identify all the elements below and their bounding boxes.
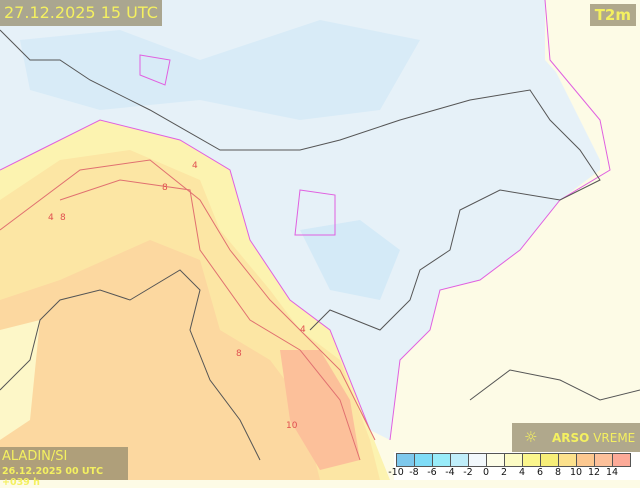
coast-warm <box>280 350 360 470</box>
model-name: ALADIN/SI <box>2 449 68 464</box>
contour-label: 4 <box>192 161 198 171</box>
legend-tick-label: 10 <box>569 467 583 478</box>
country-border <box>469 369 640 401</box>
parameter-label: T2m <box>589 4 636 26</box>
contour-label: 4 <box>48 213 54 223</box>
legend-swatch <box>612 453 631 467</box>
coastline <box>0 269 261 461</box>
legend-tick-label: 6 <box>536 467 544 478</box>
contour-label: 10 <box>286 421 298 431</box>
isotherm-4 <box>0 159 376 441</box>
arso-logo: ☼ ARSO VREME <box>512 423 640 453</box>
brand-bold: ARSO <box>552 431 590 445</box>
isotherm-blob <box>139 54 171 86</box>
legend-swatch <box>522 453 541 467</box>
arso-sun-icon: ☼ <box>524 428 538 446</box>
legend-swatch <box>414 453 433 467</box>
contour-label: 8 <box>236 349 242 359</box>
legend-swatch <box>468 453 487 467</box>
legend-swatch <box>594 453 613 467</box>
legend-swatch <box>558 453 577 467</box>
legend-tick-label: 12 <box>587 467 601 478</box>
legend-tick-label: 4 <box>518 467 526 478</box>
isotherm-8 <box>59 179 361 461</box>
legend-tick-label: -6 <box>427 467 437 478</box>
model-run: 26.12.2025 00 UTC +039 h <box>2 466 104 488</box>
country-border <box>0 29 601 331</box>
legend-swatch <box>576 453 595 467</box>
legend-tick-label: 2 <box>500 467 508 478</box>
legend-tick-label: 8 <box>554 467 562 478</box>
color-legend: -10 -8 -6 -4 -2 0 2 4 6 8 10 12 14 <box>388 452 640 480</box>
legend-swatch <box>540 453 559 467</box>
legend-swatch <box>432 453 451 467</box>
contour-label: 8 <box>162 183 168 193</box>
legend-tick-label: -2 <box>463 467 473 478</box>
legend-tick-label: 14 <box>605 467 619 478</box>
contour-label: 8 <box>60 213 66 223</box>
isotherm-0 <box>389 0 611 441</box>
model-info: ALADIN/SI 26.12.2025 00 UTC +039 h <box>0 447 128 488</box>
legend-tick-label: 0 <box>482 467 490 478</box>
land-west <box>0 320 40 440</box>
legend-tick-label: -8 <box>409 467 419 478</box>
brand-light: VREME <box>593 431 636 445</box>
legend-swatch <box>486 453 505 467</box>
legend-tick-label: -10 <box>388 467 404 478</box>
cold-patches <box>300 220 400 300</box>
legend-swatch <box>504 453 523 467</box>
legend-swatch <box>396 453 415 467</box>
isotherm-blob <box>294 189 336 236</box>
contour-label: 4 <box>300 325 306 335</box>
isotherm-2 <box>0 119 371 431</box>
legend-swatch <box>450 453 469 467</box>
forecast-datetime: 27.12.2025 15 UTC <box>0 0 162 26</box>
legend-tick-label: -4 <box>445 467 455 478</box>
